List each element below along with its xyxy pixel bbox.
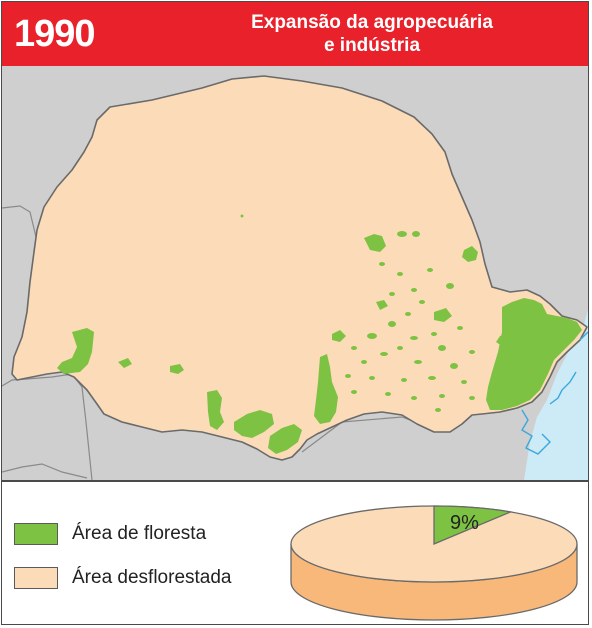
legend-item-forest: Área de floresta	[14, 522, 206, 546]
legend-label-forest: Área de floresta	[72, 523, 207, 544]
forest-serra-do-mar	[486, 298, 582, 410]
state-shape-deforested	[11, 75, 588, 461]
map-title: Expansão da agropecuária e indústria	[172, 11, 572, 57]
pie-chart	[290, 505, 578, 621]
map-area	[2, 66, 588, 480]
ocean	[524, 309, 588, 480]
title-line-1: Expansão da agropecuária	[251, 12, 493, 33]
forest-patches	[57, 214, 582, 454]
pie-forest-percent-label: 9%	[450, 512, 479, 534]
forest-swatch	[14, 523, 58, 545]
legend-item-deforested: Área desflorestada	[14, 566, 232, 590]
title-line-2: e indústria	[323, 35, 421, 56]
legend-panel: Área de floresta Área desflorestada 9%	[2, 480, 588, 624]
pie-slice-forest	[433, 505, 513, 545]
deforested-swatch	[14, 567, 58, 589]
coastline-rivers	[521, 331, 588, 455]
legend-label-deforested: Área desflorestada	[72, 567, 232, 588]
year-label: 1990	[14, 13, 96, 55]
header-bar: 1990 Expansão da agropecuária e indústri…	[2, 2, 588, 68]
